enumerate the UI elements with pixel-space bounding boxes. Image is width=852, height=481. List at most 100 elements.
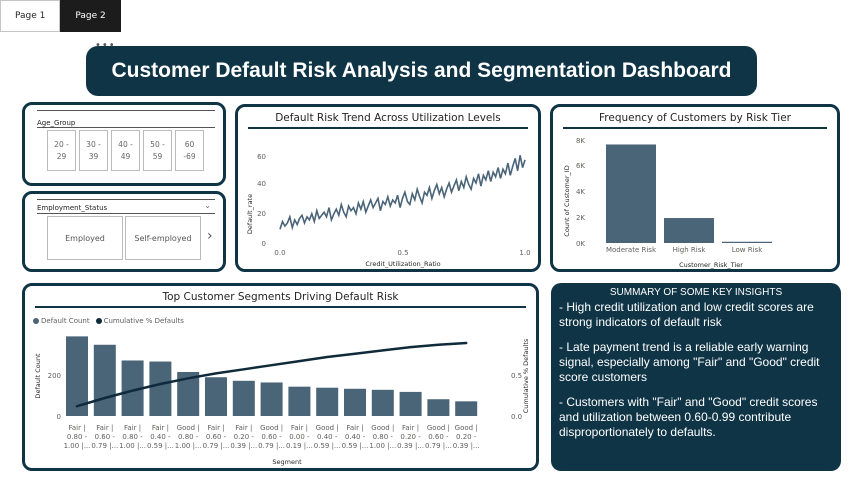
legend-label: Default Count xyxy=(41,317,90,325)
segment-category-label: 0.20 - xyxy=(234,433,255,441)
trend-y-tick: 20 xyxy=(257,210,266,218)
segment-bar[interactable] xyxy=(427,399,450,416)
slicer-header-line xyxy=(37,213,215,214)
segment-bar[interactable] xyxy=(232,380,255,416)
segment-bar[interactable] xyxy=(93,344,116,416)
segment-category-label: 0.80 - xyxy=(178,433,199,441)
tier-bar[interactable] xyxy=(664,218,714,243)
tab-page-2[interactable]: Page 2 xyxy=(60,0,121,32)
tier-chart-title: Frequency of Customers by Risk Tier xyxy=(599,112,791,124)
trend-x-tick: 0.0 xyxy=(274,249,285,257)
insight-item-2: - Late payment trend is a reliable early… xyxy=(559,340,820,384)
segment-category-label: 1.00 |... xyxy=(369,442,396,450)
tier-y-tick: 2K xyxy=(576,214,585,222)
tier-chart-svg: Count of Customer_ID 0K 2K 4K 6K 8K Cust… xyxy=(563,137,772,269)
age-option-line1: 50 - xyxy=(150,139,165,149)
age-option-20-29[interactable]: 20 - 29 xyxy=(47,130,76,171)
dashboard-title: Customer Default Risk Analysis and Segme… xyxy=(86,46,757,96)
segment-category-label: 0.59 |... xyxy=(147,442,174,450)
legend-cumulative[interactable]: Cumulative % Defaults xyxy=(95,317,184,325)
segment-bar[interactable] xyxy=(66,336,88,416)
segment-category-label: 1.00 |... xyxy=(175,442,202,450)
tier-chart-card: Frequency of Customers by Risk Tier Coun… xyxy=(550,104,840,272)
legend-label: Cumulative % Defaults xyxy=(103,317,184,325)
slicer-top-line xyxy=(37,110,215,111)
segment-category-label: 0.79 |... xyxy=(91,442,118,450)
segment-bar[interactable] xyxy=(455,401,478,416)
insights-title: SUMMARY OF SOME KEY INSIGHTS xyxy=(609,287,783,298)
segment-bar[interactable] xyxy=(121,360,144,416)
age-option-line2: 39 xyxy=(88,151,99,161)
segment-category-label: 0.60 - xyxy=(261,433,282,441)
slicer-top-line xyxy=(37,199,215,200)
trend-x-axis-title: Credit_Utilization_Ratio xyxy=(365,260,440,268)
segment-bar[interactable] xyxy=(316,387,339,416)
segment-bar[interactable] xyxy=(177,372,200,416)
employment-status-header: Employment_Status xyxy=(37,204,108,212)
segment-category-label: Fair | xyxy=(291,424,308,432)
trend-y-tick: 0 xyxy=(262,240,266,248)
age-option-60-69[interactable]: 60 -69 xyxy=(175,130,204,171)
age-option-line2: -69 xyxy=(183,151,196,161)
segment-bar[interactable] xyxy=(288,386,311,416)
segment-category-label: 0.40 - xyxy=(150,433,171,441)
trend-x-tick: 1.0 xyxy=(519,249,530,257)
tier-bar[interactable] xyxy=(722,241,772,243)
age-group-header: Age_Group xyxy=(37,119,76,127)
segment-category-label: Fair | xyxy=(96,424,113,432)
segment-category-label: Fair | xyxy=(68,424,85,432)
age-option-line1: 20 - xyxy=(54,139,69,149)
chevron-right-icon[interactable]: › xyxy=(207,228,213,244)
more-options-icon[interactable]: ••• xyxy=(95,40,116,51)
segment-bar[interactable] xyxy=(205,377,227,416)
segment-category-label: Good | xyxy=(455,424,478,432)
segment-bar[interactable] xyxy=(344,388,366,416)
trend-chart-card: Default Risk Trend Across Utilization Le… xyxy=(235,104,541,272)
segment-category-label: 0.20 - xyxy=(400,433,421,441)
title-underline xyxy=(35,306,526,308)
segment-category-label: 0.79 |... xyxy=(425,442,452,450)
segment-category-label: Fair | xyxy=(124,424,141,432)
segment-category-label: Good | xyxy=(316,424,339,432)
segment-category-label: 0.79 |... xyxy=(203,442,230,450)
age-option-line2: 29 xyxy=(56,151,67,161)
trend-chart-svg: Default_rate 0 20 40 60 0.0 0.5 1.0 Cred… xyxy=(246,153,531,268)
segment-bar[interactable] xyxy=(260,382,283,416)
employment-option-self-employed[interactable]: Self-employed xyxy=(125,216,201,260)
segment-bar[interactable] xyxy=(399,391,422,416)
segment-category-label: 0.60 - xyxy=(206,433,227,441)
segment-y2-tick: 0.5 xyxy=(511,372,522,380)
segment-category-label: Fair | xyxy=(152,424,169,432)
age-option-line1: 40 - xyxy=(118,139,133,149)
employment-option-employed[interactable]: Employed xyxy=(47,216,123,260)
trend-y-axis-title: Default_rate xyxy=(246,194,254,234)
segment-y-tick: 200 xyxy=(48,372,61,380)
page-tabs: Page 1 Page 2 xyxy=(0,0,121,32)
segment-category-label: 0.80 - xyxy=(67,433,88,441)
age-option-50-59[interactable]: 50 - 59 xyxy=(143,130,172,171)
segment-category-label: 0.60 - xyxy=(428,433,449,441)
segment-category-label: Fair | xyxy=(346,424,363,432)
segment-category-label: 0.39 |... xyxy=(453,442,480,450)
age-option-line2: 49 xyxy=(120,151,131,161)
chevron-down-icon[interactable]: ⌄ xyxy=(204,201,211,210)
segment-category-label: Good | xyxy=(260,424,283,432)
employment-status-slicer: Employment_Status ⌄ Employed Self-employ… xyxy=(22,191,226,272)
segment-category-label: 0.80 - xyxy=(373,433,394,441)
segment-category-label: 0.00 - xyxy=(289,433,310,441)
segment-bar[interactable] xyxy=(149,361,172,416)
segment-y2-tick: 0.0 xyxy=(511,413,522,421)
segment-category-label: Fair | xyxy=(207,424,224,432)
segment-bar[interactable] xyxy=(371,389,394,416)
age-option-40-49[interactable]: 40 - 49 xyxy=(111,130,140,171)
cumulative-defaults-line xyxy=(75,341,468,408)
tier-y-axis-title: Count of Customer_ID xyxy=(563,165,571,236)
segment-chart-svg: Default Count 0 200 0.0 0.5 Cumulative %… xyxy=(34,336,530,466)
segment-x-axis-title: Segment xyxy=(272,458,302,466)
segment-category-label: Fair | xyxy=(235,424,252,432)
segment-y-axis-title: Default Count xyxy=(34,353,42,399)
tab-page-1[interactable]: Page 1 xyxy=(0,0,61,32)
age-option-30-39[interactable]: 30 - 39 xyxy=(79,130,108,171)
legend-default-count[interactable]: Default Count xyxy=(33,317,90,325)
tier-bar[interactable] xyxy=(606,144,656,243)
